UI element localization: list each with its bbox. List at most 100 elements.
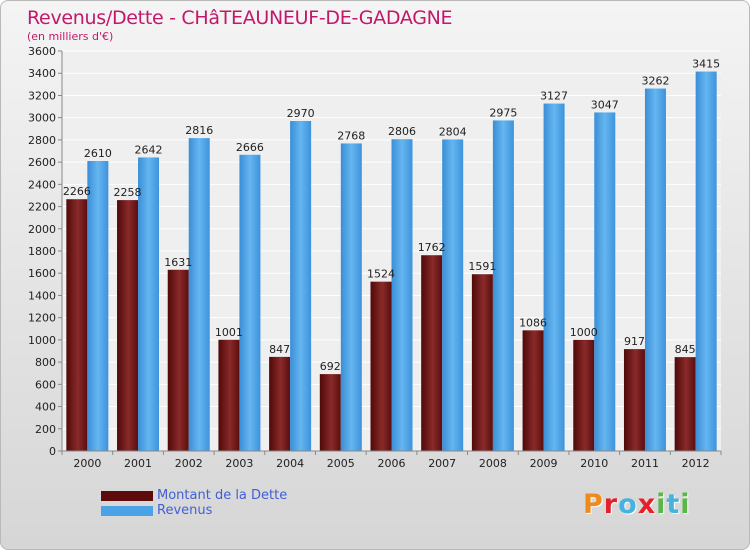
data-label-revenue: 3047: [591, 98, 619, 111]
bar-revenue: [695, 71, 717, 452]
y-tick-label: 1000: [28, 334, 56, 347]
bar-debt: [421, 255, 443, 451]
legend-label-revenue: Revenus: [157, 503, 213, 518]
x-tick-label: 2005: [327, 457, 355, 470]
data-label-revenue: 2610: [84, 147, 112, 160]
bar-revenue: [340, 143, 362, 451]
y-tick-label: 3400: [28, 67, 56, 80]
bar-debt: [167, 269, 189, 451]
data-label-debt: 1631: [164, 256, 192, 269]
bar-revenue: [239, 154, 261, 451]
brand-letter: i: [656, 489, 667, 520]
x-tick-label: 2002: [175, 457, 203, 470]
x-tick-label: 2006: [378, 457, 406, 470]
y-tick-label: 2400: [28, 178, 56, 191]
x-tick-label: 2009: [530, 457, 558, 470]
bar-debt: [573, 339, 595, 451]
brand-letter: t: [666, 489, 681, 520]
data-label-debt: 2266: [63, 185, 91, 198]
data-label-debt: 917: [624, 335, 645, 348]
y-tick-label: 3200: [28, 89, 56, 102]
y-tick-label: 800: [35, 356, 56, 369]
y-tick-label: 1200: [28, 312, 56, 325]
data-label-debt: 847: [269, 343, 290, 356]
bar-revenue: [290, 121, 312, 451]
data-label-revenue: 2666: [236, 141, 264, 154]
data-label-revenue: 2806: [388, 125, 416, 138]
bar-debt: [117, 200, 139, 451]
y-tick-label: 600: [35, 378, 56, 391]
data-labels: 2266 2610 2258 2642 1631 2816 1001 2666 847 2970 6…: [63, 58, 720, 374]
bar-debt: [66, 199, 88, 451]
data-label-revenue: 3262: [641, 75, 669, 88]
data-label-revenue: 2816: [185, 124, 213, 137]
bar-debt: [319, 374, 341, 451]
bar-debt: [623, 349, 645, 451]
bar-revenue: [543, 103, 565, 452]
bar-revenue: [87, 161, 109, 451]
chart-subtitle: (en milliers d'€): [27, 30, 114, 43]
y-tick-label: 1800: [28, 245, 56, 258]
legend-swatch-debt: [101, 491, 153, 501]
y-tick-label: 2000: [28, 223, 56, 236]
bars: [66, 71, 717, 452]
bar-revenue: [391, 139, 413, 451]
data-label-revenue: 2970: [287, 107, 315, 120]
bar-revenue: [594, 112, 616, 451]
data-label-revenue: 2804: [439, 125, 467, 138]
x-tick-label: 2012: [682, 457, 710, 470]
x-tick-label: 2008: [479, 457, 507, 470]
brand-letter: P: [583, 489, 604, 520]
data-label-debt: 1762: [418, 241, 446, 254]
bar-revenue: [492, 120, 514, 451]
bar-debt: [269, 356, 291, 451]
x-tick-label: 2004: [276, 457, 304, 470]
brand-logo: Proxiti: [583, 489, 691, 520]
data-label-debt: 845: [675, 343, 696, 356]
y-tick-label: 2800: [28, 134, 56, 147]
y-tick-label: 2600: [28, 156, 56, 169]
bar-debt: [674, 357, 696, 451]
bar-debt: [370, 281, 392, 451]
brand-letter: r: [603, 489, 619, 520]
data-label-revenue: 3415: [692, 58, 720, 71]
y-tick-label: 3000: [28, 112, 56, 125]
x-tick-label: 2010: [580, 457, 608, 470]
data-label-revenue: 2975: [489, 106, 517, 119]
brand-letter: o: [618, 489, 638, 520]
bar-revenue: [188, 138, 210, 451]
data-label-debt: 1591: [468, 260, 496, 273]
legend-label-debt: Montant de la Dette: [157, 488, 288, 503]
x-tick-label: 2001: [124, 457, 152, 470]
bar-revenue: [644, 88, 666, 452]
legend-swatch-revenue: [101, 506, 153, 516]
y-tick-label: 400: [35, 401, 56, 414]
x-tick-label: 2000: [73, 457, 101, 470]
bar-revenue: [442, 139, 464, 451]
x-tick-label: 2003: [225, 457, 253, 470]
brand-letter: x: [637, 489, 657, 520]
data-label-revenue: 2768: [337, 129, 365, 142]
data-label-revenue: 3127: [540, 90, 568, 103]
data-label-debt: 692: [320, 360, 341, 373]
x-tick-label: 2007: [428, 457, 456, 470]
data-label-debt: 1001: [215, 326, 243, 339]
y-tick-label: 2200: [28, 201, 56, 214]
brand-letter: i: [680, 489, 691, 520]
data-label-debt: 1524: [367, 268, 395, 281]
y-tick-label: 1600: [28, 267, 56, 280]
data-label-debt: 1086: [519, 316, 547, 329]
bar-revenue: [138, 157, 160, 451]
bar-debt: [471, 274, 493, 451]
data-label-debt: 2258: [114, 186, 142, 199]
data-label-debt: 1000: [570, 326, 598, 339]
y-tick-label: 200: [35, 423, 56, 436]
bar-debt: [218, 339, 240, 451]
axes: 0 200 400 600 800 1000 1200 1400 1600 1800 2000 220…: [28, 45, 722, 470]
x-tick-label: 2011: [631, 457, 659, 470]
y-tick-label: 0: [49, 445, 56, 458]
y-tick-label: 1400: [28, 289, 56, 302]
bar-debt: [522, 330, 544, 451]
